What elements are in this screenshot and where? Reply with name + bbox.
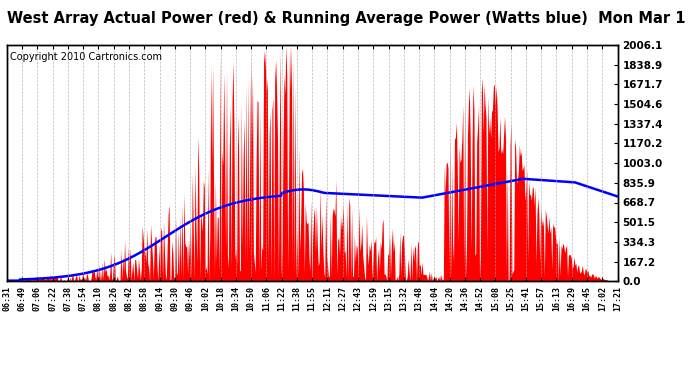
Text: West Array Actual Power (red) & Running Average Power (Watts blue)  Mon Mar 1 17: West Array Actual Power (red) & Running … bbox=[7, 11, 690, 26]
Text: Copyright 2010 Cartronics.com: Copyright 2010 Cartronics.com bbox=[10, 52, 162, 62]
